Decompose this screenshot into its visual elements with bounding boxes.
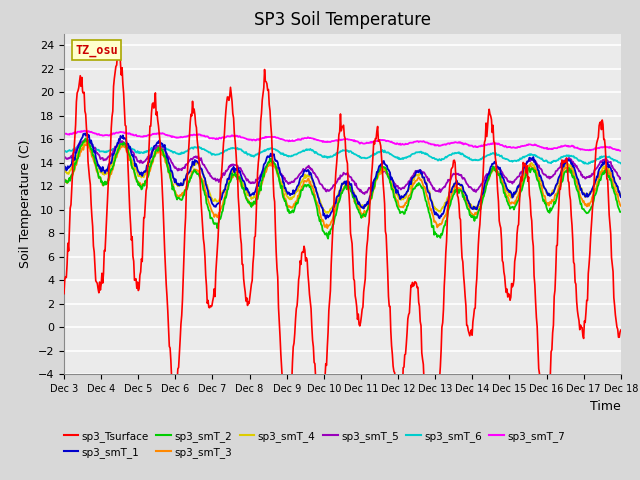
Text: TZ_osu: TZ_osu [75, 44, 118, 57]
Y-axis label: Soil Temperature (C): Soil Temperature (C) [19, 140, 32, 268]
X-axis label: Time: Time [590, 400, 621, 413]
Title: SP3 Soil Temperature: SP3 Soil Temperature [254, 11, 431, 29]
Legend: sp3_Tsurface, sp3_smT_1, sp3_smT_2, sp3_smT_3, sp3_smT_4, sp3_smT_5, sp3_smT_6, : sp3_Tsurface, sp3_smT_1, sp3_smT_2, sp3_… [63, 431, 566, 458]
